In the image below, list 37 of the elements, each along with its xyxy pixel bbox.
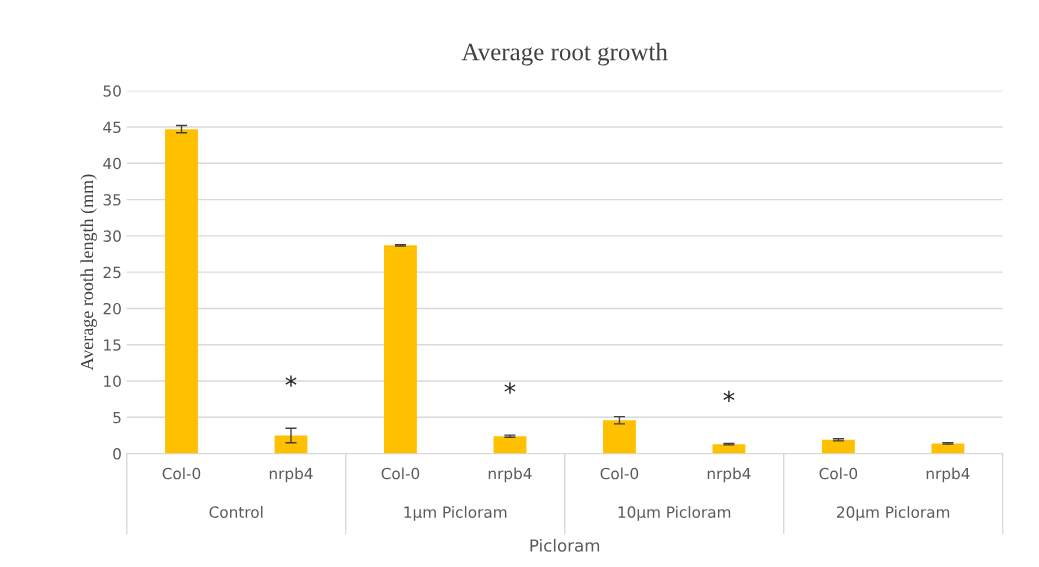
bar xyxy=(493,436,527,454)
bar xyxy=(384,245,417,454)
x-tick-label: Col-0 xyxy=(162,467,201,480)
y-tick-label: 45 xyxy=(103,121,121,134)
data-label: * xyxy=(723,390,735,403)
x-tick-label: Col-0 xyxy=(819,467,858,480)
y-tick-label: 30 xyxy=(103,230,121,242)
y-tick-label: 10 xyxy=(104,375,121,388)
bar xyxy=(165,129,198,454)
chart-title: Average root growth xyxy=(461,42,668,66)
x-tick-label: Col-0 xyxy=(381,467,420,480)
x-tick-label: nrpb4 xyxy=(488,467,532,483)
y-tick-label: 50 xyxy=(103,85,121,97)
data-label: * xyxy=(285,375,297,387)
bar xyxy=(274,435,308,454)
x-tick-label: nrpb4 xyxy=(269,467,313,483)
y-tick-label: 5 xyxy=(113,411,121,424)
text: 10µm Picloram xyxy=(618,506,731,521)
y-axis-title: Average rooth length (mm) xyxy=(80,174,97,371)
y-tick-label: 25 xyxy=(103,266,121,279)
x-tick-label: nrpb4 xyxy=(707,467,751,483)
bar xyxy=(821,439,855,454)
y-tick-label: 20 xyxy=(103,302,121,315)
y-tick-label: 15 xyxy=(104,339,121,351)
x-tick-label: Col-0 xyxy=(600,467,639,480)
text: 1µm Picloram xyxy=(404,506,507,521)
y-tick-label: 35 xyxy=(103,194,121,206)
x-tick-label: nrpb4 xyxy=(926,467,970,483)
text: Control xyxy=(209,506,263,518)
x-axis-title: Picloram xyxy=(530,538,600,552)
text: 20µm Picloram xyxy=(837,506,950,521)
y-tick-label: 0 xyxy=(113,448,121,460)
bar xyxy=(712,444,746,454)
y-tick-label: 40 xyxy=(103,157,121,170)
bar xyxy=(931,443,965,454)
bar xyxy=(603,420,636,454)
data-label: * xyxy=(504,382,516,394)
